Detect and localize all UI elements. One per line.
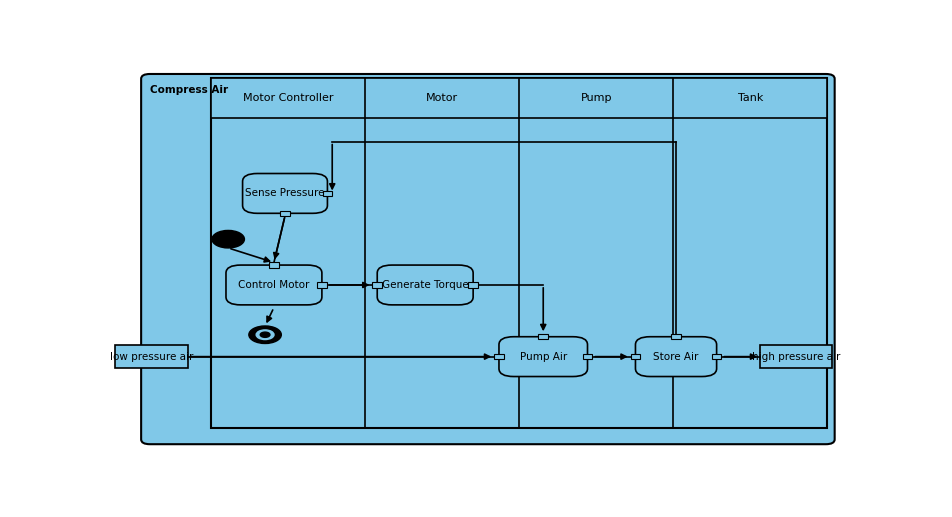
Bar	[317, 282, 327, 287]
Bar	[671, 334, 681, 339]
FancyBboxPatch shape	[499, 337, 587, 376]
Circle shape	[248, 326, 282, 343]
Bar	[583, 354, 592, 359]
Bar	[323, 191, 332, 196]
Text: low pressure air: low pressure air	[109, 352, 193, 361]
Circle shape	[212, 231, 245, 248]
Text: Store Air: Store Air	[653, 352, 699, 361]
Text: Generate Torque: Generate Torque	[382, 280, 468, 290]
Bar	[211, 78, 827, 118]
FancyBboxPatch shape	[141, 74, 835, 444]
FancyBboxPatch shape	[243, 174, 327, 214]
Bar	[372, 282, 382, 287]
Text: Pump: Pump	[581, 93, 612, 103]
Text: Motor: Motor	[426, 93, 458, 103]
Circle shape	[260, 332, 270, 338]
Text: Control Motor: Control Motor	[238, 280, 309, 290]
Bar	[494, 354, 504, 359]
Bar	[115, 345, 188, 368]
Bar	[630, 354, 641, 359]
Text: Pump Air: Pump Air	[520, 352, 566, 361]
Bar	[760, 345, 832, 368]
Text: Sense Pressure: Sense Pressure	[246, 188, 325, 199]
Bar	[211, 78, 827, 428]
Bar	[280, 211, 289, 216]
Text: Compress Air: Compress Air	[150, 85, 228, 95]
Bar	[539, 334, 548, 339]
Text: Motor Controller: Motor Controller	[243, 93, 333, 103]
Bar	[269, 263, 279, 268]
Text: high pressure air: high pressure air	[752, 352, 841, 361]
Bar	[468, 282, 478, 287]
Bar	[712, 354, 722, 359]
Circle shape	[256, 330, 274, 340]
FancyBboxPatch shape	[636, 337, 717, 376]
FancyBboxPatch shape	[226, 265, 322, 305]
FancyBboxPatch shape	[377, 265, 473, 305]
Text: Tank: Tank	[738, 93, 763, 103]
